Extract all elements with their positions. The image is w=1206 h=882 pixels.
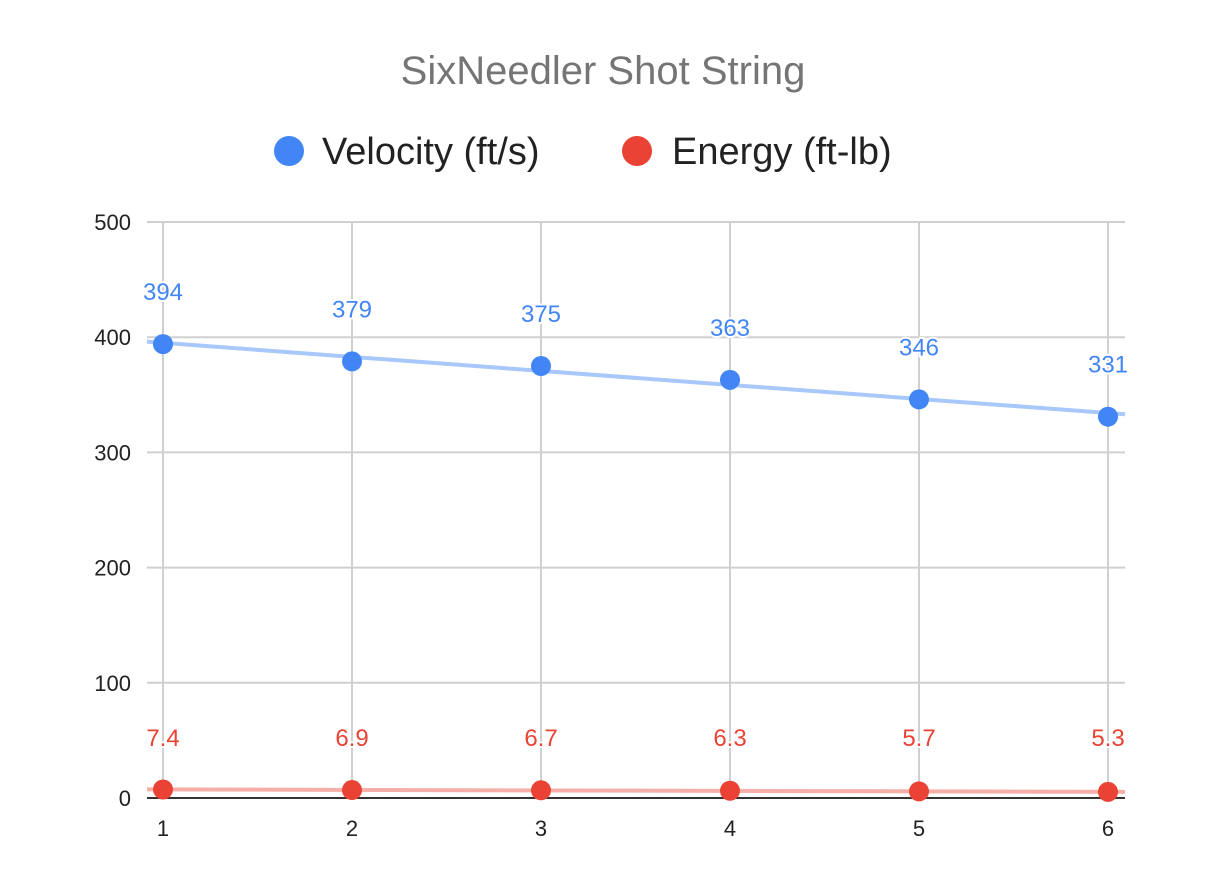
x-tick-label: 5: [913, 816, 925, 841]
y-tick-label: 300: [94, 440, 131, 465]
legend-label-energy: Energy (ft-lb): [672, 131, 892, 173]
data-point: [342, 780, 362, 801]
data-point: [1098, 406, 1118, 427]
data-label: 363: [710, 315, 750, 342]
data-marks: 394 379 375 363 346 331 7.4 6.9 6.7 6.3 5.7 5.3: [141, 277, 1130, 802]
data-label: 346: [899, 334, 939, 361]
y-tick-label: 200: [94, 556, 131, 581]
trendline-0: [146, 339, 1126, 417]
x-tick-label: 2: [346, 816, 358, 841]
data-point: [153, 334, 173, 355]
y-tick-label: 0: [119, 786, 131, 811]
x-tick-label: 4: [724, 816, 736, 841]
y-tick-label: 500: [94, 210, 131, 235]
data-point: [342, 351, 362, 372]
trendlines: [146, 339, 1126, 794]
data-label: 6.9: [335, 725, 368, 752]
y-tick-label: 100: [94, 671, 131, 696]
data-label: 5.3: [1091, 725, 1124, 752]
chart-title: SixNeedler Shot String: [401, 49, 806, 93]
legend-marker-velocity: [274, 136, 304, 166]
data-point: [909, 781, 929, 802]
data-label: 379: [332, 296, 372, 323]
data-point: [531, 356, 551, 376]
x-tick-label: 1: [157, 816, 169, 841]
data-label: 7.4: [146, 725, 179, 752]
trendline-1: [146, 787, 1126, 794]
data-point: [720, 369, 740, 390]
data-label: 375: [521, 301, 561, 328]
data-label: 394: [143, 279, 183, 306]
data-label: 5.7: [902, 725, 935, 752]
data-label: 6.3: [713, 725, 746, 752]
legend-marker-energy: [622, 136, 652, 166]
legend-label-velocity: Velocity (ft/s): [322, 131, 540, 173]
data-label: 331: [1088, 352, 1128, 379]
data-point: [531, 780, 551, 801]
data-point: [1098, 781, 1118, 802]
data-label: 6.7: [524, 725, 557, 752]
gridlines: [147, 221, 1125, 798]
axes: 0 100 200 300 400 500 1 2 3 4 5 6: [94, 210, 1125, 841]
x-tick-label: 3: [535, 816, 547, 841]
x-tick-label: 6: [1102, 816, 1114, 841]
legend: Velocity (ft/s) Energy (ft-lb): [274, 131, 892, 173]
data-point: [720, 780, 740, 801]
y-tick-label: 400: [94, 325, 131, 350]
data-point: [909, 389, 929, 410]
data-point: [153, 779, 173, 800]
